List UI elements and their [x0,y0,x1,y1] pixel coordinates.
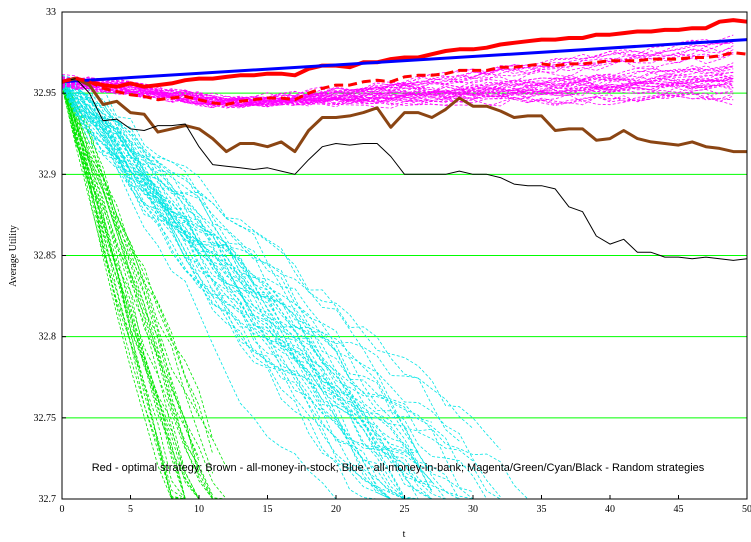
random-line-cyan [61,85,528,500]
legend-annotation: Red - optimal strategy; Brown - all-mone… [92,462,705,474]
random-line-cyan [61,80,501,500]
random-line-cyan [61,82,460,500]
random-line-cyan [61,80,515,500]
random-line-green [61,77,227,500]
random-line-cyan [61,77,487,500]
random-line-cyan [61,77,501,498]
random-line-cyan [61,80,474,493]
random-line-cyan [61,79,433,492]
random-line-magenta [61,80,734,107]
random-line-magenta [61,73,734,108]
random-line-green [61,87,213,500]
random-line-cyan [61,87,419,453]
random-line-magenta [61,80,734,106]
random-line-cyan [61,76,432,500]
x-axis-label: t [403,529,406,540]
random-line-green [61,80,227,468]
random-line-green [61,81,214,441]
strategy-lines [61,18,748,261]
x-axis-ticks: 0 5 10 15 20 25 30 35 40 45 50 [60,495,751,515]
x-tick-label: 5 [128,504,133,515]
x-tick-label: 40 [605,504,615,515]
random-line-cyan [61,76,515,500]
y-tick-label: 32.9 [39,169,57,180]
random-line-green [61,82,200,462]
x-tick-label: 25 [400,504,410,515]
random-line-green [61,81,199,500]
random-line-magenta [61,79,734,105]
random-line-green [61,86,227,500]
series-line-4 [61,51,748,106]
random-line-green [61,79,213,500]
x-tick-label: 35 [537,504,547,515]
series-line-1 [61,38,748,84]
x-tick-label: 45 [674,504,684,515]
random-line-cyan [61,76,528,500]
random-line-green [61,80,213,500]
y-tick-label: 32.8 [39,332,57,343]
random-line-cyan [61,78,487,500]
random-line-green [61,77,213,500]
random-line-magenta [61,38,734,107]
random-line-cyan [61,85,433,423]
random-line-green [61,79,213,500]
random-line-green [61,84,200,500]
x-tick-label: 50 [742,504,751,515]
x-tick-label: 30 [468,504,478,515]
random-line-magenta [61,45,734,102]
random-line-cyan [61,87,473,500]
random-line-cyan [61,76,501,500]
y-tick-label: 33 [46,7,56,18]
x-tick-label: 20 [331,504,341,515]
x-tick-label: 15 [263,504,273,515]
y-tick-label: 32.7 [39,494,57,505]
random-line-cyan [61,78,515,500]
y-tick-label: 32.95 [34,88,57,99]
random-line-magenta [61,65,734,109]
random-line-magenta [62,78,734,108]
y-tick-label: 32.85 [34,251,57,262]
random-line-cyan [61,74,432,483]
y-tick-label: 32.75 [34,413,57,424]
random-line-green [61,77,200,417]
random-line-green [61,81,227,500]
series-line-3 [61,78,748,261]
random-line-magenta [61,80,734,107]
y-axis-label: Average Utility [8,225,19,287]
random-line-green [61,86,214,474]
random-line-cyan [61,81,460,442]
random-line-green [61,78,214,500]
random-line-cyan [61,87,528,500]
random-line-cyan [61,87,433,470]
random-line-cyan [61,83,542,500]
y-axis-ticks: 32.7 32.75 32.8 32.85 32.9 32.95 33 [34,7,66,505]
random-line-magenta [61,65,734,106]
random-strategy-lines [61,34,734,500]
random-line-magenta [61,75,734,109]
random-line-cyan [61,76,433,483]
grid-lines [62,92,747,419]
random-line-green [61,79,227,500]
random-line-cyan [61,80,529,500]
random-line-cyan [61,81,487,500]
random-line-magenta [61,39,734,106]
random-line-cyan [61,80,474,429]
random-line-magenta [61,75,734,107]
random-line-cyan [61,85,433,493]
random-line-cyan [61,81,501,450]
random-line-green [61,79,213,500]
x-tick-label: 0 [60,504,65,515]
x-tick-label: 10 [194,504,204,515]
random-line-cyan [61,86,528,500]
random-line-magenta [61,42,734,109]
random-line-green [61,87,227,500]
random-line-magenta [61,83,734,106]
random-line-magenta [61,68,734,104]
random-line-cyan [61,85,419,500]
series-line-0 [61,18,748,89]
series-line-2 [61,77,747,154]
random-line-magenta [61,38,734,106]
